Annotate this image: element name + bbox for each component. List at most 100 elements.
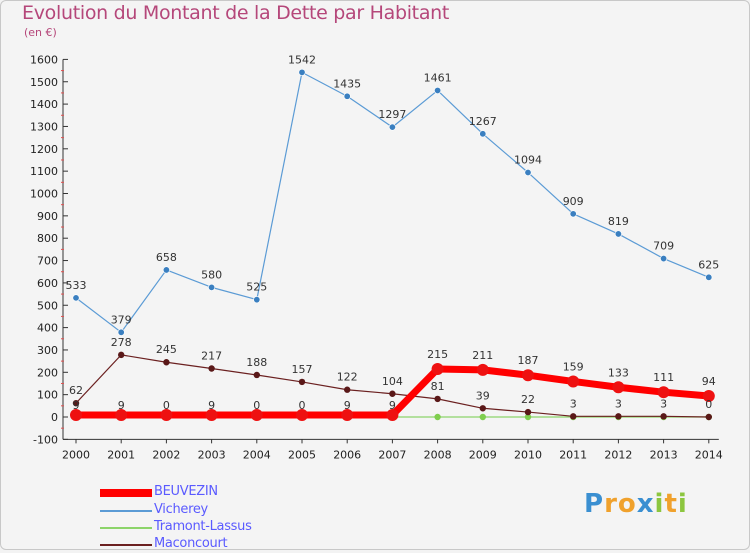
chart-subtitle: (en €) bbox=[24, 26, 57, 39]
data-label-vicherey: 525 bbox=[246, 281, 267, 294]
data-label-maconcourt: 22 bbox=[521, 393, 535, 406]
data-label-vicherey: 1461 bbox=[424, 71, 452, 84]
data-label-maconcourt: 81 bbox=[431, 380, 445, 393]
data-label-beuvezin: 9 bbox=[73, 399, 80, 412]
data-label-beuvezin: 9 bbox=[344, 399, 351, 412]
x-tick-label: 2011 bbox=[559, 448, 587, 461]
data-point-vicherey bbox=[614, 230, 622, 238]
data-point-beuvezin bbox=[657, 386, 670, 399]
data-point-vicherey bbox=[388, 123, 396, 131]
data-point-beuvezin bbox=[386, 408, 399, 421]
data-point-vicherey bbox=[343, 92, 351, 100]
data-point-maconcourt bbox=[660, 413, 667, 420]
y-tick-label: 1300 bbox=[30, 120, 58, 133]
data-point-maconcourt bbox=[253, 371, 260, 379]
data-label-beuvezin: 0 bbox=[163, 399, 170, 412]
legend-label: Vicherey bbox=[154, 502, 208, 517]
y-tick-label: 700 bbox=[37, 255, 58, 268]
data-point-beuvezin bbox=[296, 408, 308, 421]
logo-letter: r bbox=[604, 489, 618, 519]
data-point-beuvezin bbox=[522, 369, 534, 382]
y-tick-label: 1200 bbox=[30, 143, 58, 156]
data-point-vicherey bbox=[72, 294, 80, 302]
data-label-vicherey: 658 bbox=[156, 251, 177, 264]
data-point-maconcourt bbox=[163, 359, 170, 366]
data-label-maconcourt: 39 bbox=[476, 389, 490, 402]
data-label-vicherey: 533 bbox=[66, 279, 87, 292]
data-label-vicherey: 709 bbox=[653, 240, 674, 253]
data-label-vicherey: 379 bbox=[111, 313, 132, 326]
data-label-vicherey: 1435 bbox=[333, 77, 361, 90]
data-point-vicherey bbox=[162, 266, 170, 274]
y-tick-label: 800 bbox=[37, 232, 58, 245]
data-label-maconcourt: 3 bbox=[615, 397, 622, 410]
x-tick-label: 2013 bbox=[650, 448, 678, 461]
x-tick-label: 2009 bbox=[469, 448, 497, 461]
x-tick-label: 2006 bbox=[333, 448, 361, 461]
data-point-tramont-lassus bbox=[524, 413, 532, 421]
x-tick-label: 2014 bbox=[695, 448, 723, 461]
data-label-maconcourt: 157 bbox=[292, 363, 313, 376]
y-tick-label: 1000 bbox=[30, 188, 58, 201]
data-label-beuvezin: 215 bbox=[427, 348, 448, 361]
chart-title: Evolution du Montant de la Dette par Hab… bbox=[22, 2, 450, 24]
data-point-beuvezin bbox=[702, 389, 715, 402]
data-point-vicherey bbox=[479, 130, 487, 138]
x-tick-label: 2003 bbox=[198, 448, 226, 461]
data-point-tramont-lassus bbox=[479, 413, 486, 421]
data-label-beuvezin: 0 bbox=[299, 399, 306, 412]
line-chart: -100010020030040050060070080090010001100… bbox=[30, 53, 723, 461]
data-label-maconcourt: 62 bbox=[69, 384, 83, 397]
data-point-vicherey bbox=[660, 255, 668, 263]
data-label-vicherey: 625 bbox=[698, 258, 719, 271]
data-label-vicherey: 580 bbox=[201, 268, 222, 281]
x-tick-label: 2010 bbox=[514, 448, 542, 461]
data-point-vicherey bbox=[253, 296, 261, 304]
data-label-beuvezin: 9 bbox=[208, 399, 215, 412]
legend-swatch bbox=[100, 544, 152, 546]
data-label-beuvezin: 159 bbox=[563, 360, 584, 373]
y-tick-label: 300 bbox=[37, 344, 58, 357]
data-point-vicherey bbox=[208, 283, 216, 291]
data-point-maconcourt bbox=[524, 408, 532, 416]
data-point-maconcourt bbox=[118, 351, 125, 359]
data-label-vicherey: 819 bbox=[608, 215, 629, 228]
data-point-beuvezin bbox=[160, 408, 173, 421]
data-label-beuvezin: 9 bbox=[118, 399, 125, 412]
x-tick-label: 2007 bbox=[378, 448, 406, 461]
data-point-tramont-lassus bbox=[434, 413, 441, 421]
data-point-beuvezin bbox=[250, 408, 263, 421]
logo-letter: i bbox=[677, 489, 688, 519]
data-label-vicherey: 1297 bbox=[378, 108, 406, 121]
y-tick-label: 200 bbox=[37, 366, 58, 379]
x-tick-label: 2004 bbox=[243, 448, 271, 461]
legend-swatch bbox=[100, 489, 152, 497]
data-point-maconcourt bbox=[208, 365, 215, 372]
data-point-beuvezin bbox=[567, 375, 580, 388]
x-tick-label: 2012 bbox=[604, 448, 632, 461]
data-point-beuvezin bbox=[612, 381, 625, 394]
data-point-vicherey bbox=[298, 68, 306, 76]
x-tick-label: 2005 bbox=[288, 448, 316, 461]
y-tick-label: 1400 bbox=[30, 98, 58, 111]
data-label-vicherey: 909 bbox=[563, 195, 584, 208]
data-label-maconcourt: 278 bbox=[111, 336, 132, 349]
legend-swatch bbox=[100, 510, 152, 512]
y-tick-label: 500 bbox=[37, 299, 58, 312]
data-point-maconcourt bbox=[389, 390, 396, 397]
data-point-vicherey bbox=[434, 86, 442, 94]
y-tick-label: 400 bbox=[37, 322, 58, 335]
x-tick-label: 2000 bbox=[62, 448, 90, 461]
data-point-maconcourt bbox=[479, 405, 486, 412]
data-point-maconcourt bbox=[72, 399, 80, 407]
legend-swatch bbox=[100, 527, 152, 529]
data-point-beuvezin bbox=[115, 408, 128, 421]
data-point-maconcourt bbox=[615, 413, 622, 420]
proxiti-logo: Proxiti bbox=[584, 489, 688, 519]
data-point-vicherey bbox=[117, 328, 125, 336]
y-tick-label: 100 bbox=[37, 389, 58, 402]
data-label-vicherey: 1094 bbox=[514, 153, 542, 166]
data-label-maconcourt: 0 bbox=[705, 398, 712, 411]
y-tick-label: 0 bbox=[51, 411, 58, 424]
